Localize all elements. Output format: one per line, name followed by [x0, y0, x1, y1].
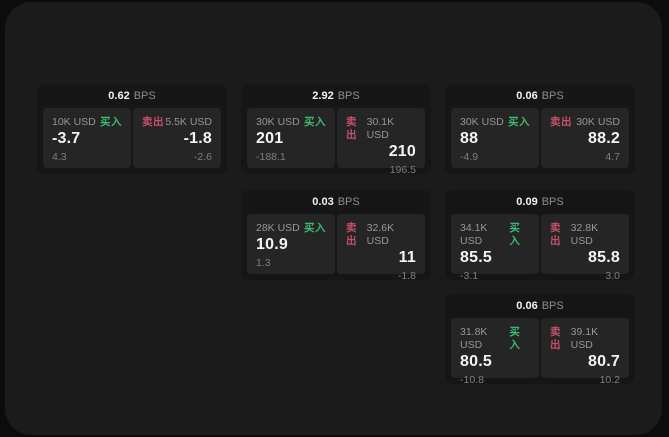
- sell-pane[interactable]: 卖出 39.1K USD 80.7 10.2: [541, 318, 629, 386]
- spread-header: 2.92 BPS: [241, 84, 431, 108]
- bps-unit-label: BPS: [133, 90, 156, 102]
- sell-size: 32.6K USD: [366, 222, 395, 247]
- spread-value: 0.06: [516, 90, 538, 102]
- sell-change: 196.5: [389, 164, 416, 176]
- sell-change: 4.7: [605, 151, 620, 163]
- buy-price: 201: [256, 130, 284, 147]
- quote-card: 0.09 BPS 34.1K USD 买入 85.5 -3.1 卖出 32.8K…: [445, 190, 635, 282]
- sell-pane[interactable]: 卖出 5.5K USD -1.8 -2.6: [133, 108, 221, 168]
- sell-pane[interactable]: 卖出 32.6K USD 11 -1.8: [337, 214, 425, 282]
- sell-pane[interactable]: 卖出 30K USD 88.2 4.7: [541, 108, 629, 168]
- spread-value: 2.92: [312, 90, 334, 102]
- buy-size: 30K USD: [460, 116, 504, 128]
- sell-price: -1.8: [183, 130, 212, 147]
- buy-price: 10.9: [256, 236, 288, 253]
- buy-price: 80.5: [460, 353, 492, 370]
- sell-change: -1.8: [397, 270, 416, 282]
- spread-header: 0.62 BPS: [37, 84, 227, 108]
- sell-side-label: 卖出: [346, 222, 357, 247]
- sell-size: 32.8K USD: [570, 222, 599, 247]
- buy-side-label: 买入: [509, 222, 521, 247]
- sell-price: 210: [388, 143, 416, 160]
- spread-header: 0.06 BPS: [445, 84, 635, 108]
- bps-unit-label: BPS: [541, 300, 564, 312]
- buy-change: -188.1: [256, 151, 286, 163]
- sell-price: 85.8: [588, 249, 620, 266]
- buy-change: -10.8: [460, 374, 484, 386]
- bps-unit-label: BPS: [337, 90, 360, 102]
- quote-card: 0.62 BPS 10K USD 买入 -3.7 4.3 卖出 5.5K USD…: [37, 84, 227, 174]
- bps-unit-label: BPS: [541, 90, 564, 102]
- buy-pane[interactable]: 31.8K USD 买入 80.5 -10.8: [451, 318, 539, 386]
- sell-size: 5.5K USD: [165, 116, 212, 128]
- sell-price: 88.2: [588, 130, 620, 147]
- buy-size: 30K USD: [256, 116, 300, 128]
- buy-change: -3.1: [460, 270, 479, 282]
- spread-header: 0.03 BPS: [241, 190, 431, 214]
- bps-unit-label: BPS: [337, 196, 360, 208]
- sell-side-label: 卖出: [550, 222, 561, 247]
- spread-value: 0.09: [516, 196, 538, 208]
- spread-value: 0.62: [108, 90, 130, 102]
- buy-side-label: 买入: [304, 222, 326, 234]
- sell-change: -2.6: [193, 151, 212, 163]
- buy-size: 28K USD: [256, 222, 300, 234]
- buy-size: 10K USD: [52, 116, 96, 128]
- sell-side-label: 卖出: [142, 116, 164, 128]
- buy-side-label: 买入: [508, 116, 530, 128]
- buy-change: 1.3: [256, 257, 271, 269]
- buy-side-label: 买入: [509, 326, 521, 351]
- sell-size: 39.1K USD: [570, 326, 599, 351]
- sell-side-label: 卖出: [550, 326, 561, 351]
- buy-price: -3.7: [52, 130, 81, 147]
- buy-side-label: 买入: [100, 116, 122, 128]
- sell-pane[interactable]: 卖出 32.8K USD 85.8 3.0: [541, 214, 629, 282]
- buy-pane[interactable]: 34.1K USD 买入 85.5 -3.1: [451, 214, 539, 282]
- quote-card: 0.06 BPS 30K USD 买入 88 -4.9 卖出 30K USD 8…: [445, 84, 635, 174]
- buy-side-label: 买入: [304, 116, 326, 128]
- spread-value: 0.03: [312, 196, 334, 208]
- sell-pane[interactable]: 卖出 30.1K USD 210 196.5: [337, 108, 425, 176]
- sell-change: 10.2: [599, 374, 620, 386]
- quote-card: 0.03 BPS 28K USD 买入 10.9 1.3 卖出 32.6K US…: [241, 190, 431, 282]
- sell-change: 3.0: [605, 270, 620, 282]
- buy-pane[interactable]: 30K USD 买入 201 -188.1: [247, 108, 335, 168]
- buy-change: -4.9: [460, 151, 479, 163]
- quote-card: 2.92 BPS 30K USD 买入 201 -188.1 卖出 30.1K …: [241, 84, 431, 176]
- buy-size: 34.1K USD: [460, 222, 488, 247]
- dashboard-panel: 0.62 BPS 10K USD 买入 -3.7 4.3 卖出 5.5K USD…: [5, 2, 662, 435]
- buy-pane[interactable]: 10K USD 买入 -3.7 4.3: [43, 108, 131, 168]
- buy-pane[interactable]: 28K USD 买入 10.9 1.3: [247, 214, 335, 274]
- buy-price: 85.5: [460, 249, 492, 266]
- sell-side-label: 卖出: [550, 116, 572, 128]
- sell-price: 11: [398, 249, 416, 266]
- spread-header: 0.09 BPS: [445, 190, 635, 214]
- buy-price: 88: [460, 130, 479, 147]
- buy-change: 4.3: [52, 151, 67, 163]
- sell-side-label: 卖出: [346, 116, 357, 141]
- sell-size: 30K USD: [576, 116, 620, 128]
- sell-price: 80.7: [588, 353, 620, 370]
- bps-unit-label: BPS: [541, 196, 564, 208]
- sell-size: 30.1K USD: [366, 116, 395, 141]
- buy-pane[interactable]: 30K USD 买入 88 -4.9: [451, 108, 539, 168]
- buy-size: 31.8K USD: [460, 326, 488, 351]
- spread-value: 0.06: [516, 300, 538, 312]
- quote-card: 0.06 BPS 31.8K USD 买入 80.5 -10.8 卖出 39.1…: [445, 294, 635, 386]
- spread-header: 0.06 BPS: [445, 294, 635, 318]
